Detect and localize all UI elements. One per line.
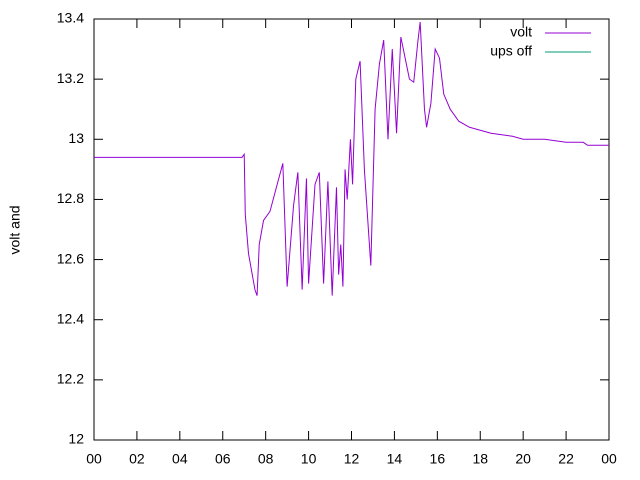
legend-label: ups off (490, 43, 532, 59)
plot-frame (93, 18, 610, 441)
series-line (94, 21, 609, 296)
x-tick-label: 00 (601, 451, 617, 467)
y-tick-label: 13.2 (57, 70, 84, 86)
y-tick-label: 13.4 (57, 10, 84, 26)
y-tick-label: 13 (68, 130, 84, 146)
x-tick-label: 20 (515, 451, 531, 467)
x-tick-label: 08 (258, 451, 274, 467)
x-tick-label: 14 (387, 451, 403, 467)
y-tick-label: 12.2 (57, 371, 84, 387)
x-tick-label: 18 (472, 451, 488, 467)
x-tick-label: 22 (558, 451, 574, 467)
x-tick-label: 10 (301, 451, 317, 467)
y-tick-label: 12 (68, 431, 84, 447)
x-tick-label: 02 (129, 451, 145, 467)
x-tick-label: 04 (172, 451, 188, 467)
y-tick-label: 12.6 (57, 250, 84, 266)
x-tick-label: 06 (215, 451, 231, 467)
x-tick-label: 00 (86, 451, 102, 467)
x-tick-label: 16 (430, 451, 446, 467)
y-tick-label: 12.4 (57, 310, 84, 326)
legend-label: volt (510, 24, 532, 40)
y-axis-label: volt and (7, 205, 23, 254)
y-tick-label: 12.8 (57, 190, 84, 206)
x-tick-label: 12 (344, 451, 360, 467)
